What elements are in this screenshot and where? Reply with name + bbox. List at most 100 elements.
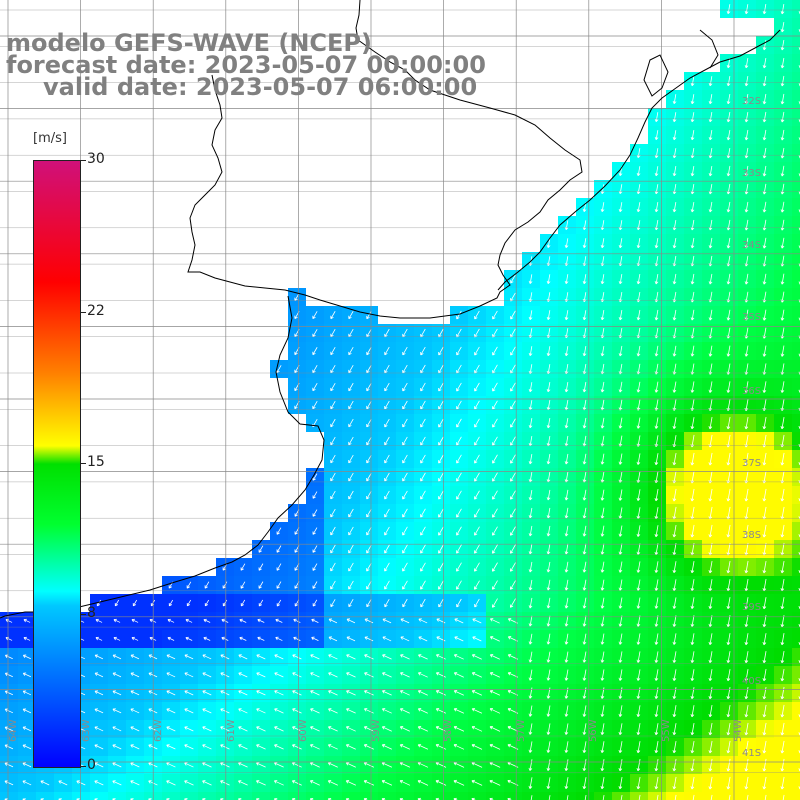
wind-arrow [726,776,731,790]
wind-arrow [672,651,677,663]
wind-arrow [184,726,194,732]
wind-arrow [348,544,354,554]
wind-arrow [656,794,659,800]
wind-arrow [780,237,785,249]
wind-arrow [672,112,677,123]
lon-label: 61W [226,719,237,742]
wind-cell [792,216,800,234]
wind-arrow [274,672,284,678]
wind-arrow [489,707,501,714]
wind-arrow [762,237,767,249]
wind-arrow [600,345,605,357]
wind-arrow [112,744,122,750]
wind-arrow [618,543,623,555]
colorbar-tick-30: 30 [87,151,105,167]
wind-arrow [780,183,785,195]
wind-cell [792,576,800,594]
wind-arrow [274,708,284,714]
wind-arrow [690,488,695,502]
wind-arrow [402,436,408,446]
wind-arrow [672,758,677,772]
wind-arrow [22,780,32,786]
wind-cell [792,486,800,504]
wind-arrow [328,708,338,714]
wind-arrow [130,690,140,696]
wind-cell [540,792,558,800]
wind-arrow [582,363,587,375]
wind-arrow [258,545,264,553]
wind-arrow [382,654,392,660]
wind-arrow [112,672,122,678]
wind-arrow [564,238,569,248]
wind-arrow [780,129,785,141]
wind-arrow [346,708,356,714]
wind-arrow [618,345,623,357]
wind-arrow [582,274,587,285]
wind-arrow [489,725,501,732]
wind-arrow [330,382,336,392]
wind-arrow [708,94,713,105]
wind-arrow [636,525,641,537]
wind-arrow [420,580,426,590]
wind-cell [792,90,800,108]
wind-arrow [528,777,533,789]
wind-arrow [654,112,659,123]
wind-arrow [382,690,392,696]
wind-arrow [384,454,390,464]
wind-arrow [238,708,248,714]
wind-arrow [654,615,659,627]
wind-arrow [417,690,428,696]
wind-arrow [95,618,103,623]
wind-cell [792,144,800,162]
wind-arrow [582,777,587,790]
wind-arrow [384,580,390,590]
wind-cell [792,756,800,774]
wind-arrow [528,364,533,375]
wind-arrow [600,525,605,537]
wind-arrow [384,598,390,608]
wind-arrow [238,744,248,750]
wind-arrow [328,726,338,732]
wind-arrow [654,237,659,249]
wind-arrow [636,417,641,429]
wind-arrow [399,779,411,786]
wind-arrow [708,130,713,141]
wind-arrow [471,707,483,714]
wind-arrow [184,744,194,750]
wind-arrow [744,309,749,321]
wind-arrow [312,581,318,589]
wind-arrow [618,238,623,249]
wind-arrow [112,690,122,696]
wind-arrow [744,183,749,195]
wind-arrow [546,471,551,483]
wind-arrow [366,382,372,392]
wind-cell [792,558,800,576]
wind-arrow [564,633,569,645]
wind-arrow [726,615,731,628]
wind-arrow [672,202,677,213]
wind-arrow [330,562,336,572]
wind-arrow [310,726,320,732]
wind-arrow [366,346,372,356]
wind-arrow [636,741,641,754]
wind-arrow [131,636,139,641]
wind-cell [792,612,800,630]
wind-arrow [708,273,713,285]
wind-arrow [4,762,14,768]
wind-arrow [166,762,176,768]
wind-arrow [582,399,587,411]
wind-arrow [402,526,408,536]
wind-arrow [220,726,230,732]
wind-cell [216,792,234,800]
wind-arrow [185,636,193,641]
wind-arrow [348,364,354,374]
wind-arrow [366,400,372,410]
wind-arrow [564,274,569,285]
wind-cell [792,774,800,792]
wind-arrow [474,436,480,446]
wind-arrow [528,633,533,645]
wind-arrow [582,489,587,501]
wind-arrow [346,672,356,678]
wind-arrow [546,364,551,375]
